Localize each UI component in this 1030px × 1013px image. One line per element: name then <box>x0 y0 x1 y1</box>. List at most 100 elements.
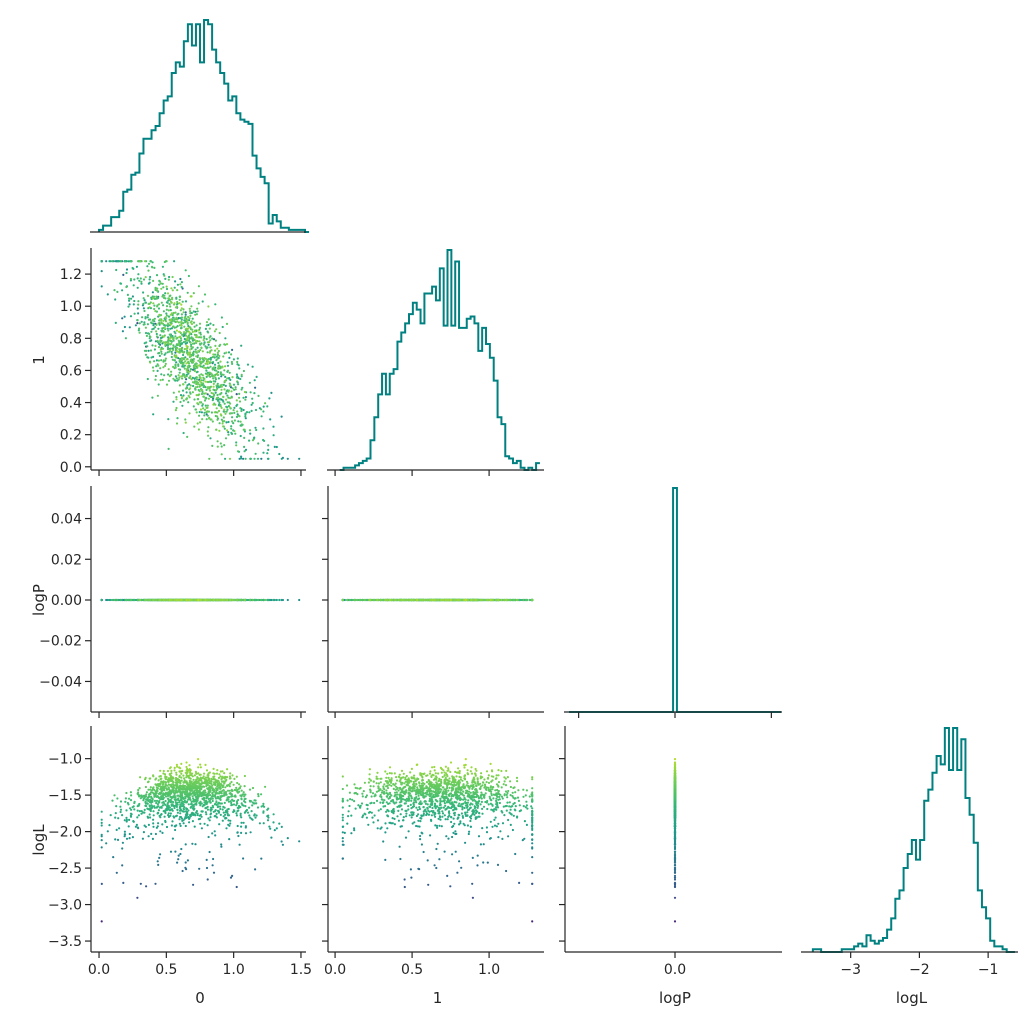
scatter-point <box>194 598 197 602</box>
scatter-point <box>137 303 140 306</box>
scatter-point <box>188 307 191 310</box>
scatter-point <box>153 317 156 320</box>
y-tick-label: 0.8 <box>60 331 82 347</box>
scatter-point <box>185 375 188 378</box>
scatter-point <box>242 457 245 460</box>
scatter-point <box>194 843 197 846</box>
scatter-point <box>171 275 174 279</box>
scatter-point <box>264 598 267 602</box>
scatter-point <box>164 341 167 344</box>
scatter-point <box>229 402 232 405</box>
scatter-point <box>216 445 219 448</box>
scatter-point <box>184 843 187 846</box>
scatter-point <box>509 598 512 602</box>
scatter-point <box>190 322 194 326</box>
scatter-point <box>210 411 213 414</box>
scatter-point <box>248 411 251 414</box>
scatter-point <box>184 824 187 828</box>
scatter-point <box>119 810 122 814</box>
scatter-point <box>175 361 178 364</box>
scatter-point <box>159 334 162 337</box>
scatter-point <box>196 402 199 405</box>
y-tick-label: 0.0 <box>60 460 82 476</box>
scatter-point <box>219 813 222 817</box>
scatter-point <box>188 365 191 368</box>
scatter-point <box>175 814 178 817</box>
scatter-point <box>163 274 166 277</box>
scatter-point <box>178 818 181 821</box>
scatter-point <box>135 265 138 268</box>
scatter-point <box>146 294 150 297</box>
scatter-point <box>359 598 362 602</box>
scatter-point <box>199 384 202 387</box>
y-tick-label: 0.4 <box>60 396 82 412</box>
scatter-point <box>180 303 183 306</box>
scatter-point <box>207 417 211 420</box>
scatter-point <box>447 598 450 602</box>
scatter-point <box>212 392 215 395</box>
scatter-point <box>221 422 224 425</box>
scatter-point <box>165 260 168 263</box>
scatter-point <box>238 415 241 418</box>
scatter-point <box>208 387 211 390</box>
scatter-point <box>162 341 165 344</box>
scatter-point <box>170 287 173 290</box>
scatter-point <box>179 400 182 404</box>
scatter-point <box>222 805 225 809</box>
scatter-point <box>236 403 239 406</box>
scatter-point <box>122 881 125 885</box>
scatter-point <box>129 315 133 318</box>
scatter-point <box>225 827 228 830</box>
scatter-point <box>267 448 270 451</box>
scatter-point <box>152 822 155 825</box>
scatter-point <box>235 373 238 376</box>
scatter-point <box>178 598 181 602</box>
scatter-point <box>187 401 190 404</box>
histogram-0 <box>98 19 310 233</box>
scatter-point <box>202 343 205 346</box>
scatter-point <box>174 306 178 309</box>
scatter-point <box>197 302 200 305</box>
scatter-point <box>267 814 270 817</box>
scatter-point <box>242 408 245 412</box>
histogram-1 <box>339 249 540 471</box>
scatter-point <box>121 841 124 844</box>
scatter-point <box>114 812 117 815</box>
scatter-point <box>260 415 263 418</box>
scatter-point <box>125 268 129 271</box>
scatter-point <box>235 376 239 379</box>
scatter-point <box>376 598 379 602</box>
scatter-point <box>239 812 242 815</box>
scatter-point <box>505 598 508 602</box>
scatter-point <box>266 819 270 822</box>
scatter-point <box>168 315 171 318</box>
scatter-point <box>275 827 278 830</box>
scatter-point <box>128 832 131 836</box>
scatter-point <box>249 816 252 819</box>
scatter-point <box>495 598 498 602</box>
scatter-point <box>182 311 185 314</box>
scatter-point <box>202 407 205 410</box>
scatter-point <box>199 376 202 380</box>
scatter-point <box>410 598 413 602</box>
scatter-point <box>156 305 159 308</box>
scatter-point <box>186 291 189 294</box>
scatter-point <box>182 335 185 338</box>
scatter-point <box>173 286 176 289</box>
scatter-point <box>196 310 199 313</box>
scatter-point <box>470 598 473 602</box>
scatter-point <box>224 437 228 440</box>
scatter-point <box>174 366 177 369</box>
scatter-point <box>161 282 164 285</box>
scatter-point <box>175 344 178 347</box>
scatter-point <box>215 384 218 387</box>
scatter-point <box>180 324 183 327</box>
scatter-point <box>207 434 210 437</box>
scatter-point <box>156 860 159 863</box>
scatter-point <box>203 414 206 417</box>
scatter-point <box>209 339 212 342</box>
scatter-point <box>388 598 392 602</box>
scatter-point <box>215 812 218 816</box>
scatter-point <box>254 386 257 389</box>
scatter-point <box>202 395 205 398</box>
